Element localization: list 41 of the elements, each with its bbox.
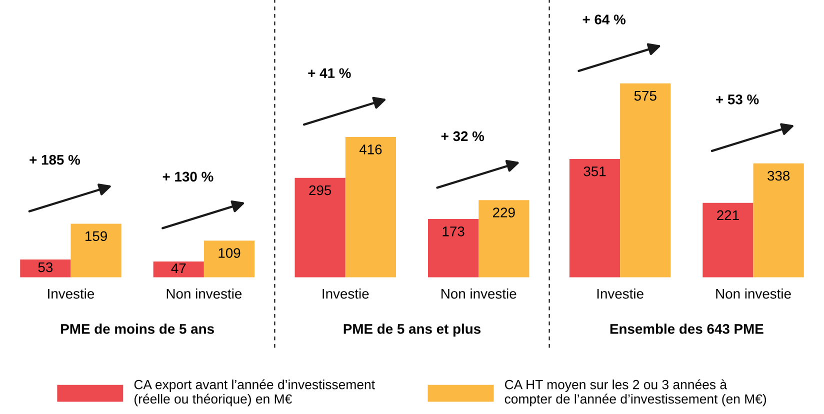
x-tick-label: Non investie [442,288,516,299]
annotation: + 32 % [441,131,484,142]
bar [70,224,122,278]
x-tick-label: Non investie [716,288,791,299]
data-label: 53 [38,262,53,272]
annotation: + 53 % [716,94,759,104]
data-label: 229 [493,208,515,218]
data-label: 416 [359,144,382,154]
bar [345,137,396,278]
legend-label: CA HT moyen sur les 2 ou 3 années à compter de l’année d’investissement (en M€) [504,379,766,406]
x-axis-title: Ensemble des 643 PME [610,324,764,334]
x-tick-label: Non investie [166,288,242,299]
data-label: 338 [768,170,790,181]
bar [153,262,204,278]
bar [753,163,804,278]
bar [204,240,255,278]
x-tick-label: Investie [597,288,644,299]
x-tick-label: Investie [322,288,369,299]
bar [569,158,620,278]
bar [428,219,479,278]
data-label: 295 [309,185,332,196]
x-tick-label: Investie [48,288,94,299]
bar [478,200,530,278]
bar [702,202,754,278]
data-label: 47 [171,263,186,274]
data-label: 159 [86,231,107,242]
data-label: 109 [218,248,240,258]
bar [620,83,671,278]
legend-label: CA export avant l’année d’investissement (réelle ou théorique) en M€ [134,379,375,406]
data-label: 221 [717,210,739,220]
text: + 130 % [162,172,214,182]
data-label: 173 [442,226,464,236]
bar [20,260,71,278]
data-label: 575 [634,91,656,101]
text: + 41 % [308,68,351,78]
text: + 185 % [30,154,80,165]
x-axis-title: PME de 5 ans et plus [344,324,481,337]
x-axis-title: PME de moins de 5 ans [61,324,214,334]
data-label: 351 [584,166,606,176]
bar [294,178,346,278]
text: + 64 % [582,14,626,24]
